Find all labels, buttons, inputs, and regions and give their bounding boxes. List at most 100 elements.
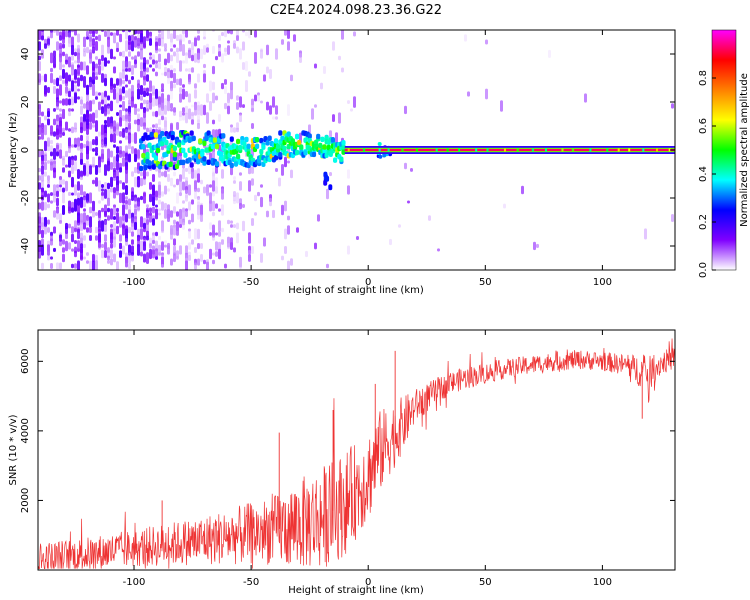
band-cell [322,144,327,150]
noise-cell [188,79,191,85]
noise-cell [80,142,83,150]
noise-cell [113,204,116,216]
noise-cell [188,229,191,239]
noise-cell [62,108,65,120]
noise-cell [128,209,131,219]
band-cell [139,165,144,172]
noise-cell [74,75,77,81]
noise-cell [41,111,44,117]
noise-cell [134,166,137,174]
noise-cell [74,227,77,233]
noise-cell [257,191,260,197]
colorbar: 0.0 0.2 0.4 0.6 0.8 Normalized spectral ampl… [698,29,750,278]
band-cell [265,140,270,146]
noise-cell [227,105,230,115]
noise-cell [158,104,161,116]
noise-cell [152,59,155,65]
noise-cell [140,41,143,51]
noise-cell [62,158,65,166]
noise-cell [110,48,113,60]
noise-cell [128,41,131,51]
noise-cell [65,229,68,240]
noise-cell [146,91,149,97]
noise-cell [107,255,110,261]
noise-cell [41,222,44,230]
band-cell [316,133,321,140]
noise-cell [200,254,203,262]
noise-cell [86,135,89,141]
noise-cell [194,169,197,179]
noise-cell [185,30,188,38]
noise-cell [227,219,230,225]
noise-cell [164,58,167,66]
noise-cell [143,179,146,186]
noise-cell [101,207,104,213]
noise-cell [125,135,128,141]
carrier-speck [656,148,658,152]
noise-cell [77,141,80,151]
band-cell [202,156,207,162]
noise-cell [212,180,215,192]
noise-cell [131,34,134,42]
band-cell [170,134,175,141]
noise-cell [206,191,209,197]
noise-cell [155,208,158,220]
noise-cell [77,77,80,87]
noise-cell [212,45,215,54]
noise-cell [155,88,158,100]
snr-frame [37,329,676,571]
noise-cell [113,236,116,248]
noise-cell [80,99,83,105]
noise-cell [77,88,80,92]
noise-cell [149,248,152,260]
band-cell [160,130,165,137]
noise-cell [128,30,131,33]
noise-cell [287,30,290,39]
noise-cell [113,253,116,263]
noise-cell [68,111,71,117]
noise-cell [179,110,182,118]
noise-cell [119,234,122,242]
band-cell [320,136,325,143]
noise-cell [191,239,194,245]
noise-cell [185,68,188,72]
noise-cell [212,171,215,177]
noise-cell [41,174,44,182]
noise-cell [191,54,194,62]
noise-cell [164,98,167,106]
noise-cell [83,36,86,48]
noise-cell [101,249,104,259]
noise-cell [98,215,101,221]
noise-cell [173,171,176,177]
noise-cell [68,128,71,132]
noise-cell [131,252,134,256]
noise-cell [86,148,89,160]
noise-cell [224,263,227,269]
noise-cell [185,186,188,194]
noise-cell [80,255,83,261]
noise-cell [68,98,71,106]
noise-cell [245,80,248,92]
noise-cell [191,104,194,108]
noise-cell [71,64,74,76]
noise-cell [44,201,47,211]
noise-cell [47,227,50,233]
noise-cell [179,93,182,103]
noise-cell [128,244,131,256]
noise-cell [197,197,200,207]
noise-cell [77,228,80,240]
noise-cell [68,32,71,44]
noise-cell [116,42,119,50]
noise-cell [104,77,107,87]
noise-cell [47,193,50,203]
noise-cell [221,188,224,200]
noise-cell [338,112,341,124]
carrier-speck [617,148,620,152]
noise-cell [104,210,107,218]
noise-cell [146,215,149,221]
noise-cell [47,184,50,188]
noise-cell [95,212,98,216]
band-cell [214,143,220,150]
noise-cell [89,216,92,228]
noise-cell [74,240,77,244]
